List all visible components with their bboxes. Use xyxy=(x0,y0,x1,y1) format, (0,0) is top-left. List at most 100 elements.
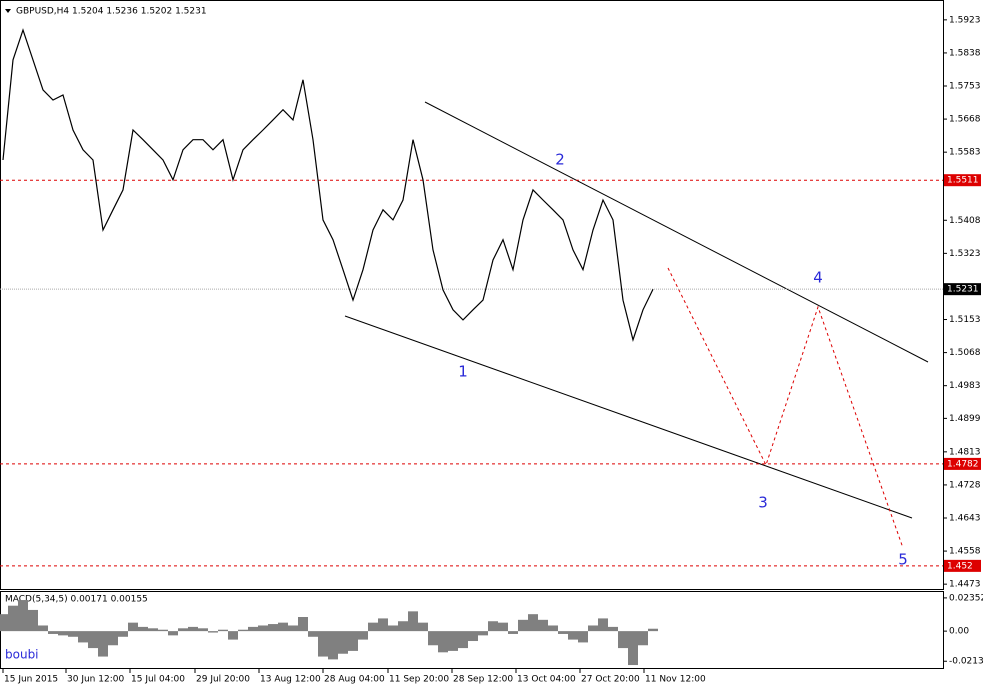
macd-bar xyxy=(648,628,658,632)
macd-bar xyxy=(168,631,178,636)
x-tick-label: 27 Oct 20:00 xyxy=(581,675,640,685)
macd-bar xyxy=(368,622,378,632)
macd-bar xyxy=(448,631,458,651)
macd-bar xyxy=(48,631,58,634)
macd-bar xyxy=(598,618,608,632)
macd-bar xyxy=(468,631,478,642)
x-tick-label: 28 Aug 04:00 xyxy=(324,675,385,685)
macd-bar xyxy=(88,631,98,649)
macd-bar xyxy=(528,614,538,632)
macd-bar xyxy=(418,622,428,632)
x-tick-label: 13 Oct 04:00 xyxy=(517,675,576,685)
price-line xyxy=(2,28,654,342)
macd-bar xyxy=(38,625,48,632)
x-tick-label: 28 Sep 12:00 xyxy=(453,675,513,685)
wave-projection xyxy=(667,267,904,549)
macd-bar xyxy=(298,617,308,632)
macd-bar xyxy=(458,631,468,649)
macd-bar xyxy=(108,631,118,646)
macd-bar xyxy=(78,631,88,643)
x-tick-label: 15 Jun 2015 xyxy=(4,675,58,685)
macd-bar xyxy=(508,631,518,634)
level-box xyxy=(944,457,981,470)
y-tick-label: 1.5068 xyxy=(949,348,981,358)
price-panel xyxy=(0,0,944,590)
y-tick-label: 1.5753 xyxy=(949,82,981,92)
y-tick-label: 1.4643 xyxy=(949,514,981,524)
macd-title: MACD(5,34,5) 0.00171 0.00155 xyxy=(5,595,148,605)
x-tick-label: 11 Nov 12:00 xyxy=(645,675,706,685)
macd-bar xyxy=(148,628,158,632)
macd-bar xyxy=(348,631,358,651)
macd-bar xyxy=(228,631,238,640)
chart-title: GBPUSD,H4 1.5204 1.5236 1.5202 1.5231 xyxy=(16,7,207,17)
macd-bar xyxy=(488,621,498,632)
macd-bar xyxy=(138,626,148,632)
wave-label: 3 xyxy=(758,494,768,512)
macd-bar xyxy=(308,631,318,637)
macd-bar xyxy=(248,626,258,632)
macd-bar xyxy=(618,631,628,649)
macd-bar xyxy=(478,631,488,636)
upper-trendline xyxy=(424,101,929,363)
macd-bar xyxy=(198,628,208,632)
y-tick-label: 1.4473 xyxy=(949,580,981,590)
macd-bar xyxy=(628,631,638,666)
x-tick-label: 29 Jul 20:00 xyxy=(196,675,250,685)
macd-bar xyxy=(188,626,198,632)
macd-bar xyxy=(0,614,8,632)
macd-bar xyxy=(428,631,438,646)
macd-bar xyxy=(258,625,268,632)
y-tick-label: 1.5408 xyxy=(949,216,981,226)
level-label: 1.452 xyxy=(947,561,973,571)
macd-bar xyxy=(98,631,108,657)
macd-bar xyxy=(218,629,228,632)
macd-y-tick-label: 0.02352 xyxy=(949,593,983,603)
macd-bar xyxy=(208,631,218,633)
macd-bar xyxy=(608,626,618,632)
x-tick-label: 11 Sep 20:00 xyxy=(389,675,449,685)
y-tick-label: 1.4813 xyxy=(949,447,981,457)
wave-label: 4 xyxy=(813,269,823,287)
macd-bar xyxy=(238,629,248,632)
macd-bar xyxy=(578,631,588,643)
wave-label: 1 xyxy=(458,363,468,381)
current-price-box xyxy=(944,283,981,296)
macd-bar xyxy=(318,631,328,657)
level-label: 1.5511 xyxy=(947,176,979,186)
macd-bar xyxy=(178,628,188,632)
macd-bar xyxy=(398,621,408,632)
macd-bar xyxy=(158,629,168,632)
y-tick-label: 1.5838 xyxy=(949,48,981,58)
macd-bar xyxy=(8,605,18,632)
wave-label: 2 xyxy=(555,151,565,169)
macd-bar xyxy=(388,625,398,632)
y-tick-label: 1.5583 xyxy=(949,148,981,158)
macd-bar xyxy=(438,631,448,653)
macd-bar xyxy=(288,625,298,632)
x-tick-label: 13 Aug 12:00 xyxy=(260,675,321,685)
macd-bar xyxy=(278,622,288,632)
macd-bar xyxy=(128,622,138,632)
y-tick-label: 1.4558 xyxy=(949,547,981,557)
watermark: boubi xyxy=(5,648,39,662)
y-tick-label: 1.4983 xyxy=(949,381,981,391)
macd-bar xyxy=(328,631,338,660)
macd-bar xyxy=(568,631,578,640)
macd-bar xyxy=(408,611,418,632)
level-label: 1.4782 xyxy=(947,459,979,469)
y-tick-label: 1.5323 xyxy=(949,249,981,259)
macd-bar xyxy=(268,624,278,632)
y-tick-label: 1.5668 xyxy=(949,115,981,125)
macd-bar xyxy=(338,631,348,654)
macd-bar xyxy=(588,625,598,632)
x-tick-label: 30 Jun 12:00 xyxy=(67,675,124,685)
y-tick-label: 1.4728 xyxy=(949,480,981,490)
macd-bar xyxy=(18,600,28,632)
y-tick-label: 1.4899 xyxy=(949,414,981,424)
lower-trendline xyxy=(344,315,913,519)
x-tick-label: 15 Jul 04:00 xyxy=(131,675,185,685)
y-tick-label: 1.5153 xyxy=(949,315,981,325)
